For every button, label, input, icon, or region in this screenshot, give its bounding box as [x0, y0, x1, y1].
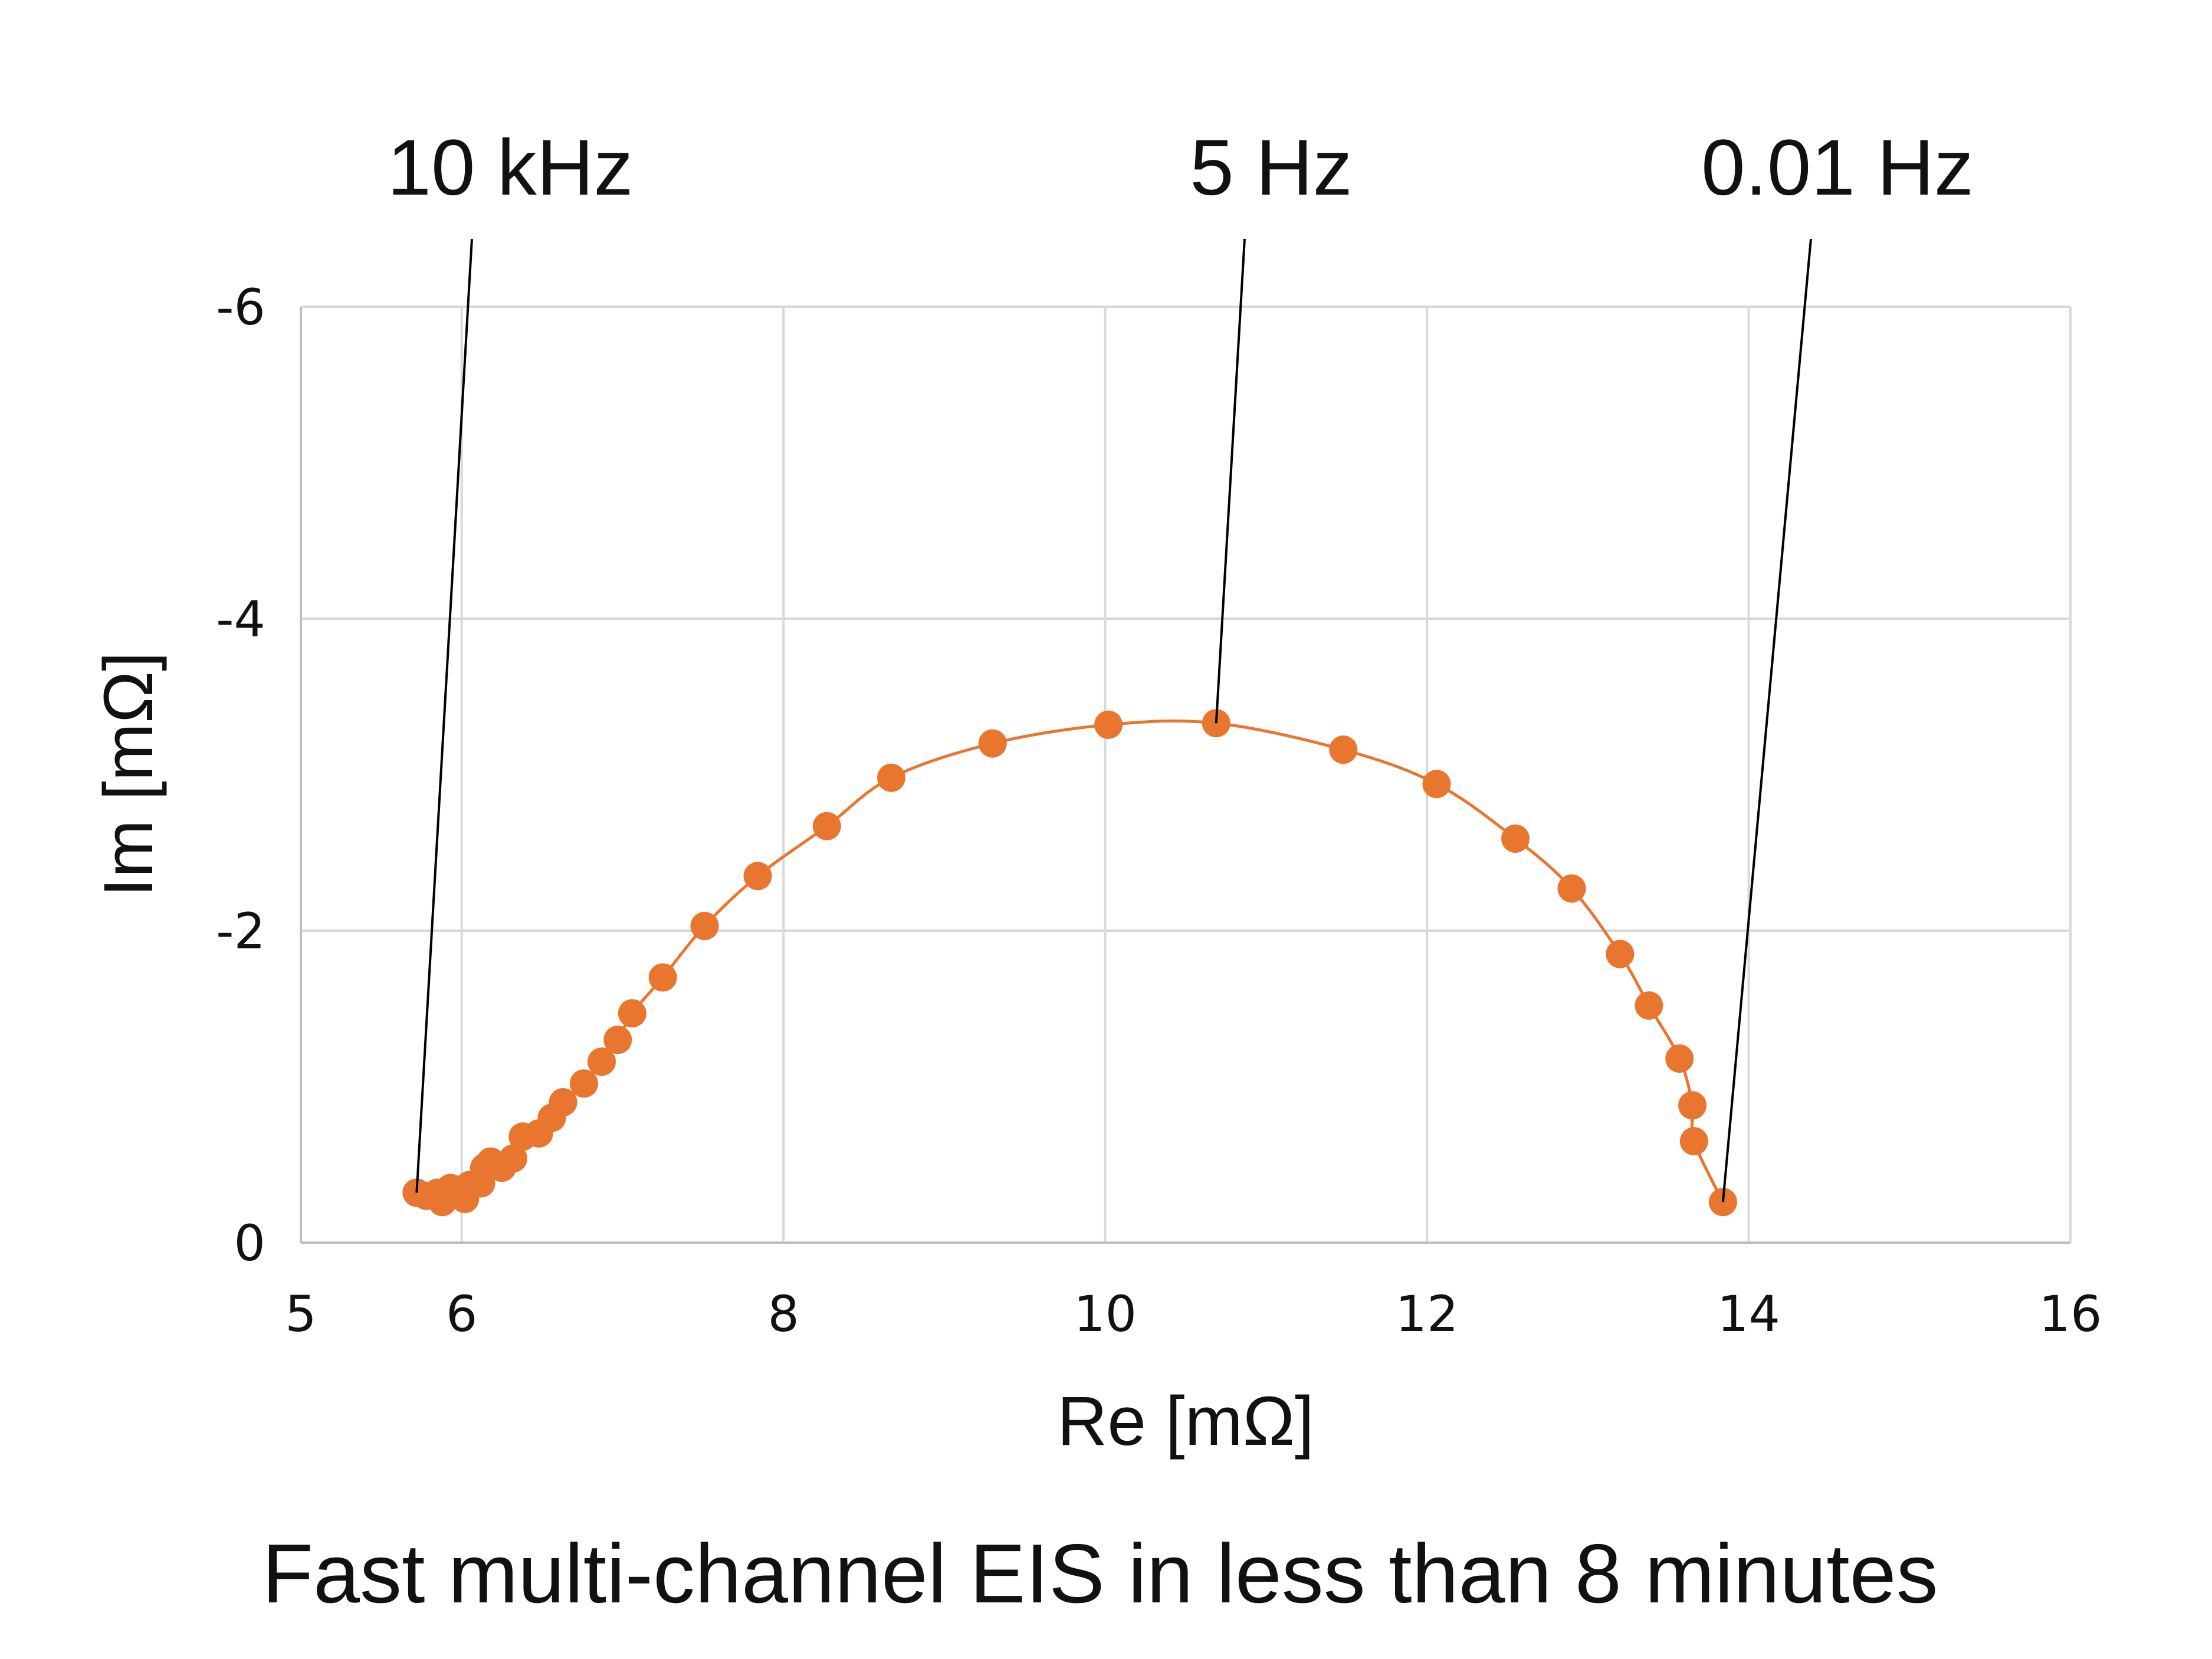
x-tick-label: 5: [285, 1285, 316, 1343]
data-point: [588, 1047, 616, 1076]
data-point: [1635, 991, 1663, 1020]
y-axis-title: Im [mΩ]: [90, 652, 168, 897]
x-axis-title: Re [mΩ]: [1057, 1382, 1314, 1460]
data-point: [603, 1026, 632, 1054]
x-tick-label: 8: [767, 1285, 799, 1343]
x-tick-label: 16: [2039, 1285, 2102, 1343]
frequency-annotation: 5 Hz: [1190, 124, 1353, 212]
y-tick-label: -6: [216, 278, 265, 336]
annotation-leader-line: [1215, 238, 1246, 724]
y-tick-label: -2: [216, 902, 265, 960]
y-tick-label: 0: [234, 1214, 265, 1272]
data-point: [570, 1069, 598, 1098]
data-point: [1606, 939, 1635, 968]
data-point: [618, 999, 646, 1028]
tick-labels: 5 6 8 10 12 14 16 0 -2 -4 -6: [216, 278, 2102, 1343]
x-tick-label: 6: [446, 1285, 477, 1343]
x-tick-label: 14: [1717, 1285, 1780, 1343]
data-point: [1094, 710, 1123, 739]
annotations: 10 kHz 5 Hz 0.01 Hz: [387, 124, 1974, 1203]
data-point: [648, 963, 677, 992]
frequency-annotation: 0.01 Hz: [1701, 124, 1974, 212]
annotation-leader-line: [1721, 238, 1812, 1203]
data-point: [877, 763, 905, 792]
data-point: [1557, 874, 1586, 903]
gridlines: [301, 305, 2072, 1243]
data-point: [1679, 1127, 1708, 1156]
data-point: [690, 912, 719, 941]
data-point: [812, 812, 841, 840]
chart-caption: Fast multi-channel EIS in less than 8 mi…: [262, 1527, 1938, 1621]
data-point: [1678, 1091, 1707, 1120]
frequency-annotation: 10 kHz: [387, 124, 633, 212]
axes: [300, 307, 2070, 1244]
data-point: [1665, 1044, 1694, 1073]
data-point: [978, 729, 1007, 758]
data-point: [549, 1088, 577, 1116]
y-tick-label: -4: [216, 590, 265, 648]
x-tick-label: 10: [1074, 1285, 1137, 1343]
data-point: [1501, 824, 1530, 853]
data-point: [1422, 770, 1451, 799]
annotation-leader-line: [415, 238, 473, 1193]
x-tick-label: 12: [1396, 1285, 1459, 1343]
data-point: [499, 1144, 527, 1173]
data-point: [1329, 735, 1358, 764]
data-point: [743, 862, 772, 891]
